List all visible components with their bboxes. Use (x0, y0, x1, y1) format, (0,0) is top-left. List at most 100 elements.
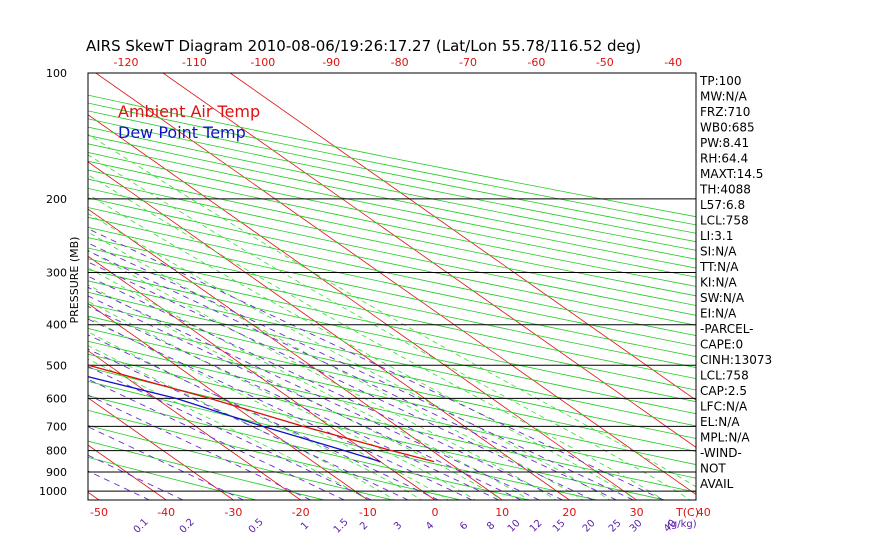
stat-label: FRZ:710 (700, 105, 750, 119)
bottom-temp-tick-label: -30 (224, 506, 242, 519)
top-temp-tick-label: -50 (596, 56, 614, 69)
bottom-temp-tick-label: 20 (562, 506, 576, 519)
isotherm-line (88, 350, 301, 500)
mixing-ratio-line (88, 394, 311, 500)
stat-label: RH:64.4 (700, 152, 748, 166)
mixing-ratio-tick-label: 15 (551, 518, 568, 535)
isotherm-line (88, 491, 100, 500)
dry-adiabat-line (88, 380, 599, 500)
dry-adiabat-line (88, 126, 696, 251)
pressure-tick-label: 100 (46, 67, 67, 80)
pressure-tick-label: 1000 (39, 485, 67, 498)
stat-label: LFC:N/A (700, 400, 748, 414)
stat-label: LCL:758 (700, 369, 749, 383)
plot-frame (87, 72, 697, 501)
top-temp-tick-label: -70 (459, 56, 477, 69)
mixing-unit-label: (g/kg) (667, 519, 697, 530)
moist-adiabat-line (88, 316, 449, 500)
dry-adiabat-line (88, 353, 696, 493)
chart-title: AIRS SkewT Diagram 2010-08-06/19:26:17.2… (86, 37, 641, 55)
mixing-ratio-tick-label: 1.5 (332, 517, 351, 536)
dewpoint-temp-line (88, 376, 381, 463)
stat-label: EI:N/A (700, 307, 737, 321)
pressure-tick-label: 700 (46, 420, 67, 433)
pressure-tick-label: 200 (46, 193, 67, 206)
dry-adiabat-line (88, 169, 696, 297)
top-temp-tick-label: -90 (322, 56, 340, 69)
mixing-ratio-tick-label: 2 (358, 520, 370, 532)
bottom-temp-tick-label: -10 (359, 506, 377, 519)
stat-label: TT:N/A (699, 260, 739, 274)
mixing-ratio-tick-label: 0.5 (247, 517, 266, 536)
dry-adiabat-line (88, 187, 696, 316)
isotherm-line (88, 303, 369, 500)
isotherm-line (95, 73, 696, 496)
stat-label: LCL:758 (700, 214, 749, 228)
legend-dewpoint: Dew Point Temp (118, 123, 246, 142)
legend-ambient: Ambient Air Temp (118, 102, 260, 121)
bottom-temp-tick-label: 0 (432, 506, 439, 519)
dry-adiabat-line (88, 328, 696, 466)
mixing-ratio-line (88, 242, 634, 500)
stat-label: SI:N/A (700, 245, 737, 259)
top-temp-tick-label: -110 (182, 56, 207, 69)
ambient-temp-line (88, 364, 435, 463)
moist-adiabat-line (88, 193, 638, 500)
mixing-ratio-tick-label: 6 (458, 520, 470, 532)
mixing-ratio-tick-label: 20 (581, 518, 598, 535)
mixing-ratio-line (88, 426, 244, 500)
pressure-tick-label: 600 (46, 392, 67, 405)
mixing-ratio-tick-label: 4 (424, 520, 436, 532)
dry-adiabat-line (88, 135, 696, 260)
mixing-ratio-tick-label: 10 (506, 518, 523, 535)
mixing-ratio-line (88, 228, 664, 500)
dry-adiabat-line (88, 197, 696, 326)
pressure-tick-label: 800 (46, 445, 67, 458)
stat-label: L57:6.8 (700, 198, 745, 212)
stat-label: KI:N/A (700, 276, 737, 290)
mixing-ratio-tick-label: 0.2 (178, 517, 197, 536)
dry-adiabat-line (88, 315, 696, 452)
dry-adiabat-line (88, 303, 696, 439)
mixing-ratio-line (88, 250, 617, 500)
dry-adiabat-line (88, 456, 259, 500)
mixing-ratio-tick-label: 30 (628, 518, 645, 535)
isotherm-line (0, 73, 32, 500)
bottom-temp-tick-label: -50 (90, 506, 108, 519)
mixing-ratio-line (88, 366, 372, 500)
dry-adiabat-line (88, 409, 463, 500)
dry-adiabat-line (88, 280, 696, 415)
isotherm-line (88, 255, 436, 500)
pressure-tick-label: 500 (46, 359, 67, 372)
mixing-ratio-line (88, 305, 500, 500)
dry-adiabat-line (88, 226, 696, 358)
stat-label: CAPE:0 (700, 338, 743, 352)
stat-label: CAP:2.5 (700, 384, 747, 398)
pressure-tick-label: 300 (46, 267, 67, 280)
dry-adiabat-line (88, 143, 696, 269)
moist-adiabat-line (88, 174, 665, 500)
dry-adiabat-line (88, 340, 696, 479)
stat-label: SW:N/A (700, 291, 745, 305)
mixing-ratio-tick-label: 25 (607, 518, 624, 535)
mixing-ratio-tick-label: 12 (528, 518, 545, 535)
bottom-temp-tick-label: -20 (292, 506, 310, 519)
stat-label: CINH:13073 (700, 353, 772, 367)
bottom-temp-tick-label: 40 (697, 506, 711, 519)
dry-adiabat-line (88, 258, 696, 391)
stat-label: MAXT:14.5 (700, 167, 763, 181)
dry-adiabat-line (88, 160, 696, 287)
top-temp-tick-label: -100 (250, 56, 275, 69)
mixing-ratio-line (88, 295, 522, 500)
mixing-ratio-line (88, 318, 473, 500)
mixing-ratio-line (88, 286, 540, 500)
y-axis-label: PRESSURE (MB) (68, 237, 81, 324)
mixing-ratio-line (88, 348, 409, 500)
mixing-ratio-tick-label: 8 (485, 520, 497, 532)
bottom-unit-label: T(C) (675, 506, 699, 519)
moist-adiabat-line (88, 300, 476, 500)
stat-label: -PARCEL- (700, 322, 754, 336)
isotherm-line (229, 73, 696, 401)
isotherm-line (88, 397, 234, 500)
stat-label: MPL:N/A (700, 431, 750, 445)
